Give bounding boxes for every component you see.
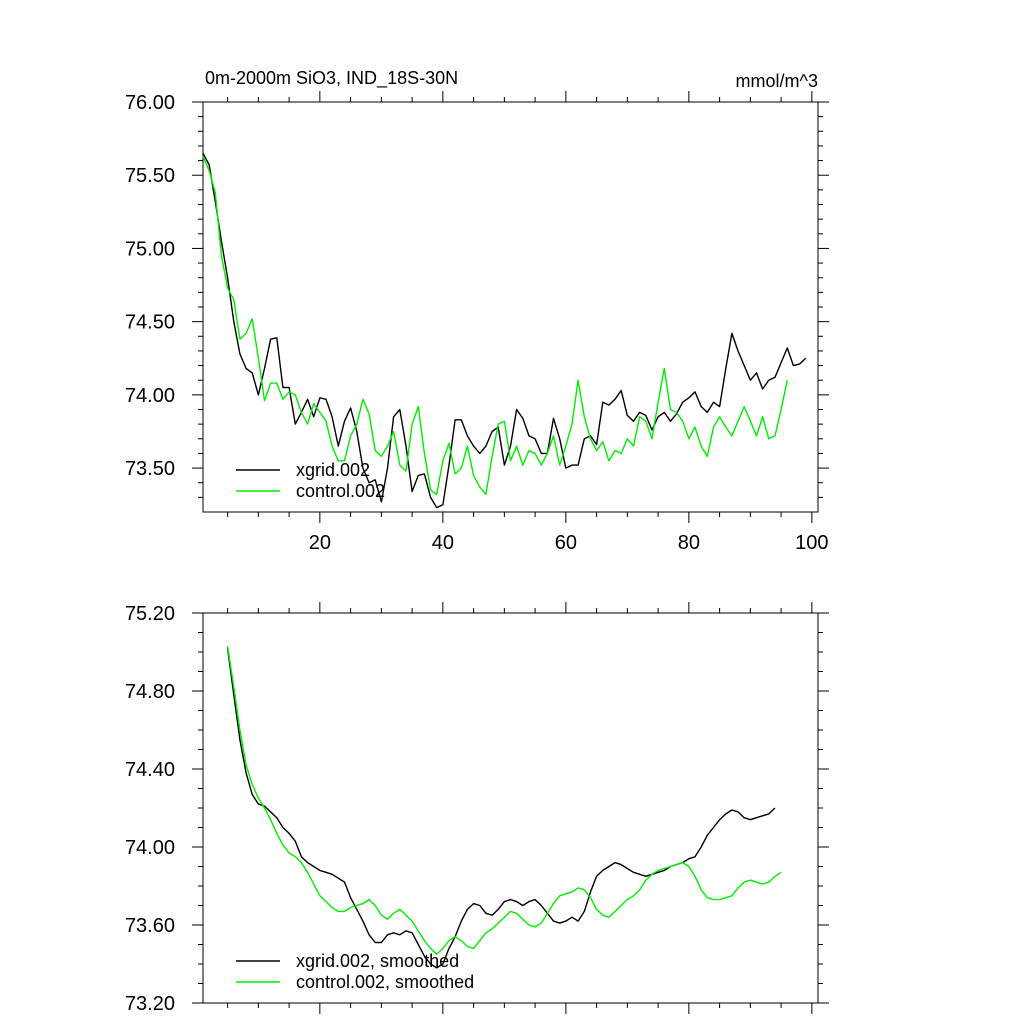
x-tick-label: 80 (678, 532, 700, 554)
chart-top: 0m-2000m SiO3, IND_18S-30N mmol/m^3 20 40… (125, 68, 829, 554)
legend: xgrid.002 control.002 (236, 460, 385, 501)
units-label: mmol/m^3 (736, 71, 818, 91)
y-tick-labels: 73.20 73.60 74.00 74.40 74.80 75.20 (125, 603, 175, 1015)
x-tick-label: 20 (309, 532, 331, 554)
series-lines (226, 646, 782, 969)
y-tick-label: 75.50 (125, 165, 175, 187)
y-tick-label: 74.50 (125, 312, 175, 334)
y-tick-label: 73.20 (125, 993, 175, 1015)
series-line-xgrid (202, 152, 807, 509)
chart-bottom: 73.20 73.60 74.00 74.40 74.80 75.20 xgrid.002… (125, 602, 829, 1015)
y-tick-label: 75.00 (125, 238, 175, 260)
legend-label-xgrid-smoothed: xgrid.002, smoothed (296, 951, 459, 971)
series-line-control (202, 155, 788, 496)
series-line-control (226, 646, 782, 955)
series-line-xgrid (226, 648, 776, 969)
y-tick-label: 74.00 (125, 837, 175, 859)
tick-marks (192, 91, 829, 523)
x-tick-label: 60 (555, 532, 577, 554)
legend-label-control-smoothed: control.002, smoothed (296, 972, 474, 992)
y-tick-label: 74.00 (125, 385, 175, 407)
y-tick-label: 74.80 (125, 681, 175, 703)
chart-title: 0m-2000m SiO3, IND_18S-30N (205, 68, 458, 89)
legend-label-control: control.002 (296, 481, 385, 501)
legend: xgrid.002, smoothed control.002, smoothe… (236, 951, 474, 992)
x-tick-labels: 20 40 60 80 100 (309, 532, 829, 554)
y-tick-label: 73.50 (125, 458, 175, 480)
y-tick-labels: 73.50 74.00 74.50 75.00 75.50 76.00 (125, 92, 175, 480)
x-tick-label: 100 (795, 532, 828, 554)
series-lines (202, 152, 807, 509)
y-tick-label: 74.40 (125, 759, 175, 781)
plot-frame (202, 101, 819, 513)
x-tick-label: 40 (432, 532, 454, 554)
y-tick-label: 75.20 (125, 603, 175, 625)
tick-marks (192, 602, 829, 1014)
legend-label-xgrid: xgrid.002 (296, 460, 370, 480)
plot-frame (202, 612, 819, 1004)
y-tick-label: 76.00 (125, 92, 175, 114)
y-tick-label: 73.60 (125, 915, 175, 937)
